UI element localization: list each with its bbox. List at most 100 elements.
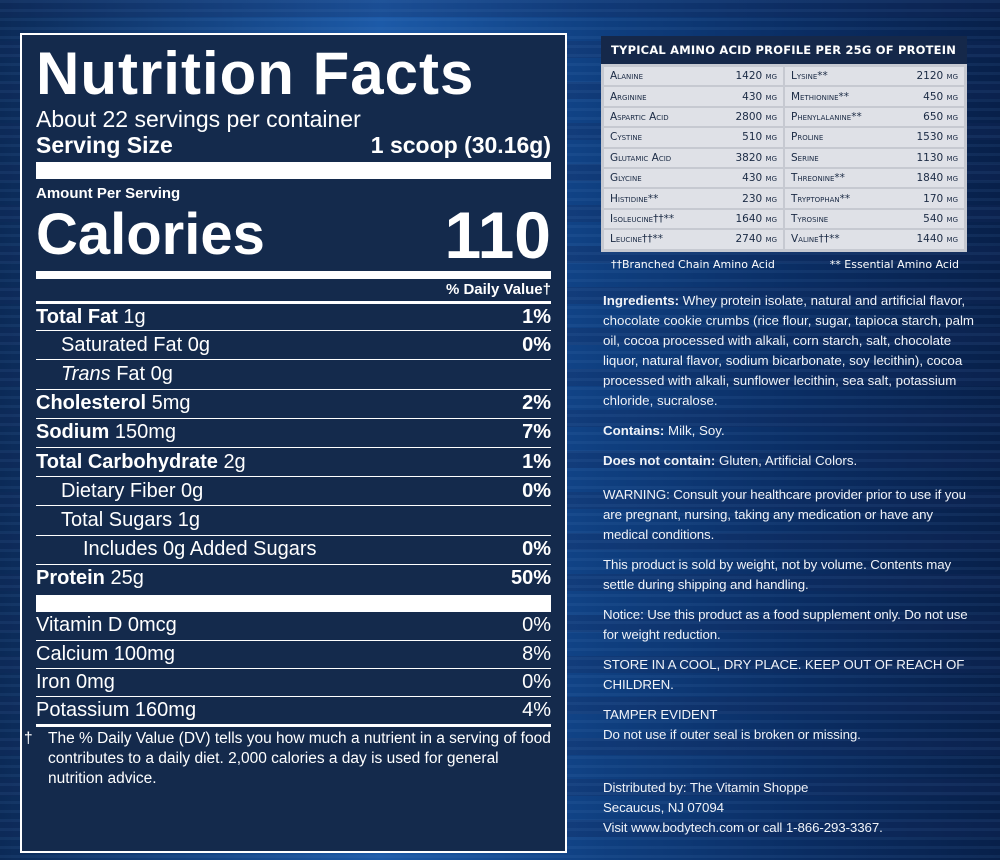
amino-acid-cell: Alanine 1420 mg	[604, 67, 783, 86]
amino-acid-name: Threonine**	[791, 172, 845, 185]
nutrient-dv: 50%	[510, 567, 551, 590]
amino-acid-value: 450 mg	[923, 90, 958, 103]
amino-acid-name: Lysine**	[791, 70, 828, 83]
amino-acid-cell: Cystine 510 mg	[604, 128, 783, 147]
amino-acid-value: 430 mg	[742, 90, 777, 103]
amino-acid-value: 540 mg	[923, 212, 958, 225]
amino-acid-name: Arginine	[610, 90, 647, 103]
amino-acid-cell: Tyrosine 540 mg	[785, 209, 964, 229]
vitamin-row-vitamin-d: Vitamin D 0mcg 0%	[36, 612, 551, 640]
nutrient-row-trans-fat: Trans Fat 0g	[36, 359, 551, 388]
does-not-contain: Does not contain: Gluten, Artificial Col…	[603, 451, 975, 471]
amino-acid-row: Histidine** 230 mg Tryptophan** 170 mg	[603, 188, 965, 208]
nutrient-label: Sodium	[36, 421, 110, 444]
amino-acid-cell: Arginine 430 mg	[604, 87, 783, 106]
amino-acid-name: Proline	[791, 131, 824, 144]
nutrient-label: Total Carbohydrate	[36, 450, 218, 473]
ingredients: Ingredients: Whey protein isolate, natur…	[603, 291, 975, 411]
vitamin-dv: 0%	[522, 614, 551, 637]
nutrient-label: Total Fat	[36, 305, 118, 328]
amino-acid-row: Arginine 430 mg Methionine** 450 mg	[603, 86, 965, 106]
amino-acid-cell: Glycine 430 mg	[604, 168, 783, 188]
vitamin-row-potassium: Potassium 160mg 4%	[36, 695, 551, 724]
nutrient-label: Protein	[36, 567, 105, 590]
footnote-text: The % Daily Value (DV) tells you how muc…	[48, 729, 551, 787]
amino-acid-value: 1640 mg	[735, 212, 777, 225]
amino-acid-cell: Aspartic Acid 2800 mg	[604, 107, 783, 127]
storage-text: STORE IN A COOL, DRY PLACE. KEEP OUT OF …	[603, 657, 965, 692]
amino-acid-row: Alanine 1420 mg Lysine** 2120 mg	[603, 66, 965, 86]
amino-acid-name: Valine††**	[791, 233, 840, 246]
amino-acid-name: Alanine	[610, 70, 643, 83]
nutrient-label: Fat	[116, 362, 146, 385]
nutrient-dv: 0%	[522, 333, 551, 356]
distributor-info: Distributed by: The Vitamin Shoppe Secau…	[603, 778, 975, 838]
nutrient-amount: 0g	[181, 479, 204, 502]
amino-acid-cell: Methionine** 450 mg	[785, 87, 964, 106]
nutrient-row-added-sugars: Includes 0g Added Sugars 0%	[36, 534, 551, 564]
calories-value: 110	[444, 198, 551, 272]
amino-acid-row: Aspartic Acid 2800 mg Phenylalanine** 650 m…	[603, 107, 965, 127]
amino-acid-name: Glutamic Acid	[610, 151, 672, 164]
vitamin-label: Iron 0mg	[36, 670, 115, 693]
tamper-evident: TAMPER EVIDENT Do not use if outer seal …	[603, 705, 975, 745]
serving-size-value: 1 scoop (30.16g)	[370, 132, 551, 158]
contains: Contains: Milk, Soy.	[603, 421, 975, 441]
nutrient-row-total-fat: Total Fat 1g 1%	[36, 301, 551, 330]
distributed-by: Distributed by: The Vitamin Shoppe	[603, 780, 809, 795]
nutrient-row-total-carbohydrate: Total Carbohydrate 2g 1%	[36, 446, 551, 476]
does-not-contain-text: Gluten, Artificial Colors.	[719, 453, 858, 468]
nutrient-dv: 0%	[522, 538, 551, 561]
amino-acid-cell: Tryptophan** 170 mg	[785, 189, 964, 208]
divider-thick-protein	[36, 594, 551, 612]
warning-text: WARNING: Consult your healthcare provide…	[603, 487, 966, 542]
amino-acid-cell: Glutamic Acid 3820 mg	[604, 148, 783, 167]
amino-acid-title: TYPICAL AMINO ACID PROFILE PER 25G OF PR…	[601, 36, 967, 64]
amino-acid-value: 170 mg	[923, 192, 958, 205]
ingredients-text: Whey protein isolate, natural and artifi…	[603, 293, 975, 408]
amino-acid-name: Phenylalanine**	[791, 110, 862, 123]
amino-acid-value: 1530 mg	[916, 131, 958, 144]
nutrient-row-sodium: Sodium 150mg 7%	[36, 417, 551, 447]
amino-acid-cell: Threonine** 1840 mg	[785, 168, 964, 188]
nutrient-label: Includes 0g Added Sugars	[83, 538, 317, 561]
amino-acid-value: 510 mg	[742, 131, 777, 144]
amount-per-serving: Amount Per Serving	[36, 185, 181, 202]
amino-acid-value: 3820 mg	[735, 151, 777, 164]
nutrient-amount: 5mg	[151, 392, 191, 415]
amino-acid-table: Alanine 1420 mg Lysine** 2120 mg Arginine 430…	[601, 64, 967, 252]
amino-acid-cell: Valine††** 1440 mg	[785, 230, 964, 249]
servings-per-container: About 22 servings per container	[36, 106, 361, 132]
amino-acid-value: 1130 mg	[916, 151, 958, 164]
amino-acid-cell: Leucine††** 2740 mg	[604, 230, 783, 249]
nutrition-facts-title: Nutrition Facts	[36, 40, 475, 107]
amino-acid-row: Glutamic Acid 3820 mg Serine 1130 mg	[603, 148, 965, 168]
nutrient-row-cholesterol: Cholesterol 5mg 2%	[36, 388, 551, 418]
nutrient-label: Dietary Fiber	[61, 479, 176, 502]
nutrient-row-total-sugars: Total Sugars 1g	[36, 505, 551, 534]
amino-acid-name: Cystine	[610, 131, 643, 144]
amino-acid-name: Glycine	[610, 172, 642, 185]
calories-row: Calories 110	[36, 198, 551, 272]
nutrient-label: Cholesterol	[36, 392, 147, 415]
divider-medium	[36, 271, 551, 279]
nutrient-amount: 25g	[110, 567, 144, 590]
vitamin-dv: 8%	[522, 642, 551, 665]
amino-acid-value: 2120 mg	[916, 70, 958, 83]
nutrient-amount: 1g	[123, 305, 146, 328]
nutrient-row-protein: Protein 25g 50%	[36, 563, 551, 593]
vitamin-label: Potassium 160mg	[36, 698, 197, 721]
daily-value-footnote: † The % Daily Value (DV) tells you how mu…	[24, 723, 551, 789]
contains-text: Milk, Soy.	[668, 423, 725, 438]
nutrition-facts-panel: Nutrition Facts About 22 servings per co…	[20, 33, 567, 853]
amino-acid-value: 2740 mg	[735, 233, 777, 246]
nutrient-row-saturated-fat: Saturated Fat 0g 0%	[36, 330, 551, 359]
amino-acid-name: Tyrosine	[791, 212, 829, 225]
vitamin-dv: 4%	[522, 698, 551, 721]
contains-label: Contains:	[603, 423, 665, 438]
does-not-contain-label: Does not contain:	[603, 453, 716, 468]
tamper-title: TAMPER EVIDENT	[603, 707, 718, 722]
amino-acid-name: Methionine**	[791, 90, 850, 103]
amino-acid-value: 650 mg	[923, 110, 958, 123]
amino-acid-name: Isoleucine††**	[610, 212, 675, 225]
